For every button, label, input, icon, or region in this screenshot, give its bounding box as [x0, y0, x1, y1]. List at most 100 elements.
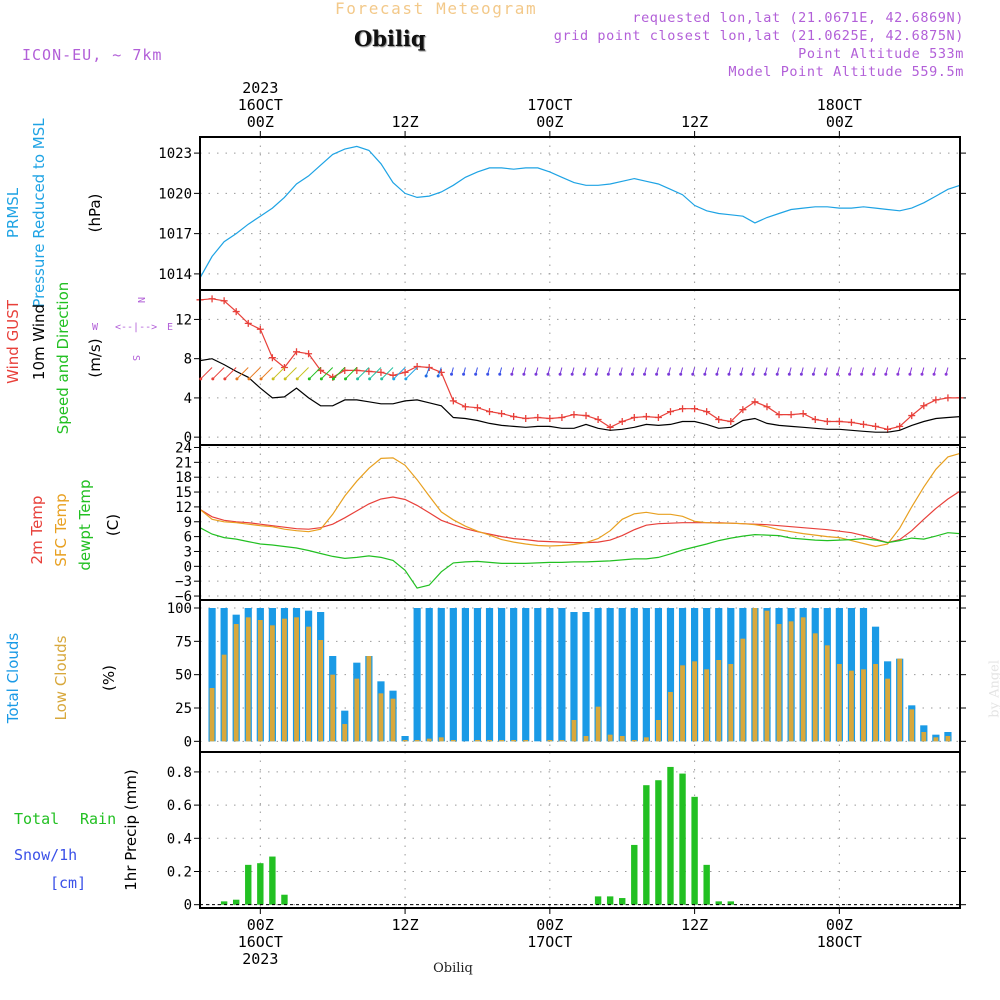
model-label: ICON-EU, ~ 7km	[22, 46, 163, 64]
y-tick-label: 0.2	[167, 864, 192, 880]
wind-arrow-head	[295, 377, 299, 381]
wind-arrow-head	[356, 377, 360, 381]
cloud-low-bar	[921, 732, 927, 742]
y-tick-label: 9	[184, 515, 192, 531]
cloud-low-bar	[728, 664, 734, 742]
wind-arrow-head	[331, 377, 335, 381]
y-tick-label: 0.8	[167, 765, 192, 781]
wind-direction-arrow	[307, 367, 321, 381]
wind-direction-arrow	[908, 367, 913, 376]
wind-arrow-shaft	[272, 367, 285, 380]
wind-arrow-shaft	[308, 367, 321, 380]
gust-marker	[461, 403, 469, 411]
cloud-low-bar	[861, 669, 866, 742]
gust-marker	[787, 411, 795, 419]
rain-bar	[643, 785, 650, 905]
gust-marker	[498, 410, 506, 418]
cloud-low-bar	[571, 720, 577, 742]
cloud-low-bar	[487, 740, 492, 742]
gust-marker	[872, 422, 880, 430]
gust-marker	[582, 412, 590, 420]
wind-direction-arrow	[643, 367, 647, 376]
gust-marker	[799, 410, 807, 418]
wind-direction-arrow	[283, 367, 297, 381]
time-axis-top-label: 00Z	[536, 113, 563, 131]
wind-direction-arrow	[211, 367, 225, 381]
gust-marker	[859, 420, 867, 428]
wind-direction-arrow	[271, 367, 285, 381]
gust-marker	[835, 417, 843, 425]
wind-direction-arrow	[380, 367, 394, 381]
wind-arrow-head	[811, 372, 815, 376]
gust-marker	[739, 406, 747, 414]
wind-arrow-shaft	[248, 367, 261, 380]
y-tick-label: 0	[184, 898, 192, 914]
wind-direction-arrow	[823, 367, 828, 376]
wind-direction-arrow	[331, 367, 346, 381]
series-line	[199, 490, 961, 544]
cloud-total-bar	[449, 608, 457, 742]
wind-direction-arrow	[356, 367, 370, 381]
wind-arrow-head	[860, 372, 864, 376]
wind-arrow-head	[896, 372, 900, 376]
wind-direction-arrow	[436, 367, 442, 378]
wind-arrow-head	[380, 377, 384, 381]
wind-direction-arrow	[944, 367, 949, 376]
wind-direction-arrow	[848, 367, 852, 376]
wind-direction-arrow	[655, 367, 659, 376]
gust-marker	[473, 404, 481, 412]
cloud-low-bar	[704, 669, 710, 742]
gust-marker	[618, 417, 626, 425]
precip-axis-label: 1hr Precip (mm)	[122, 769, 140, 890]
panel-label-clouds: Low Clouds	[52, 635, 70, 720]
rain-bar	[281, 894, 288, 905]
wind-direction-arrow	[618, 367, 623, 376]
wind-arrow-head	[715, 372, 719, 376]
gust-marker	[522, 415, 530, 423]
cloud-low-bar	[933, 737, 939, 742]
wind-arrow-head	[235, 377, 239, 381]
wind-direction-arrow	[932, 367, 937, 376]
cloud-low-bar	[426, 738, 432, 742]
time-axis-top-label: 17OCT	[527, 96, 572, 114]
wind-arrow-head	[884, 372, 888, 376]
series-line	[199, 452, 961, 548]
wind-arrow-head	[775, 372, 779, 376]
wind-direction-arrow	[462, 367, 466, 376]
panel-label-clouds: (%)	[100, 665, 118, 691]
cloud-low-bar	[366, 656, 372, 742]
wind-direction-arrow	[295, 367, 309, 381]
gust-marker	[642, 413, 650, 421]
rain-bar	[679, 773, 686, 905]
panel-label-temperature: SFC Temp	[52, 493, 70, 566]
panel-label-wind: Wind GUST	[4, 299, 22, 384]
wind-arrow-head	[582, 372, 586, 376]
cloud-low-bar	[776, 624, 782, 742]
rain-bar	[655, 780, 662, 905]
panel-label-pressure: (hPa)	[86, 194, 104, 233]
cloud-total-bar	[208, 608, 216, 742]
compass-n: N	[135, 297, 146, 303]
series-line	[199, 145, 961, 279]
y-tick-label: 50	[175, 668, 192, 684]
wind-arrow-head	[763, 372, 767, 376]
gust-marker	[570, 411, 578, 419]
y-tick-label: 1017	[158, 227, 192, 243]
wind-direction-arrow	[199, 367, 213, 381]
gust-marker	[220, 297, 228, 305]
wind-arrow-shaft	[393, 367, 406, 380]
wind-arrow-head	[344, 377, 348, 381]
gust-marker	[305, 350, 313, 358]
wind-arrow-head	[848, 372, 852, 376]
wind-arrow-shaft	[381, 367, 394, 380]
cloud-low-bar	[511, 740, 517, 742]
gust-marker	[896, 422, 904, 430]
gust-marker	[775, 411, 783, 419]
wind-direction-arrow	[836, 367, 840, 376]
wind-direction-arrow	[235, 367, 249, 381]
rain-bar	[619, 898, 626, 905]
panel-label-pressure: Pressure Reduced to MSL	[30, 118, 48, 308]
rain-bar	[245, 864, 252, 905]
time-axis-top-label: 12Z	[392, 113, 419, 131]
